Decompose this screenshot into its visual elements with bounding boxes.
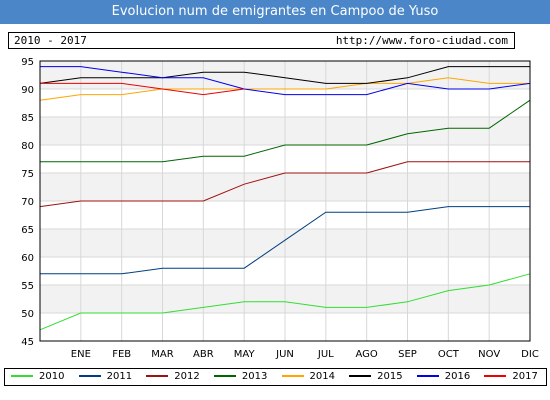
series-line-2011 [40,206,530,275]
y-tick-label: 85 [21,113,34,124]
x-tick-label: DIC [521,349,539,360]
legend-item-2013: 2013 [213,369,268,385]
legend-label: 2015 [377,371,403,382]
x-tick-label: JUL [317,349,334,360]
legend-label: 2012 [174,371,200,382]
x-tick-label: FEB [112,349,131,360]
series-line-2012 [39,161,530,208]
y-tick-label: 45 [21,337,34,348]
legend-swatch [484,375,507,377]
series-line-2010 [39,273,531,331]
legend-label: 2013 [241,371,268,382]
legend-label: 2017 [512,371,538,382]
legend-swatch [349,375,372,377]
series-line-2013 [40,99,531,163]
legend-item-2017: 2017 [484,369,538,385]
x-tick-label: JUN [275,349,294,360]
x-tick-label: MAY [234,349,256,360]
y-tick-label: 70 [21,197,34,208]
legend-swatch [416,375,439,377]
y-tick-label: 65 [21,225,34,236]
y-tick-label: 55 [21,281,34,292]
y-tick-label: 95 [21,57,34,68]
chart-title: Evolucion num de emigrantes en Campoo de… [0,0,550,24]
legend-label: 2016 [444,371,471,382]
legend-label: 2011 [106,371,133,382]
legend-item-2012: 2012 [146,369,200,385]
legend-item-2015: 2015 [349,369,403,385]
x-tick-label: NOV [478,349,500,360]
plot-frame [39,60,531,342]
y-tick-label: 50 [21,309,34,320]
x-tick-label: MAR [151,349,173,360]
legend-item-2011: 2011 [78,369,133,385]
series-line-2014 [39,77,530,101]
legend-swatch [11,375,33,377]
x-tick-label: OCT [438,349,460,360]
series-line-2017 [40,82,245,96]
y-tick-labels: 45 50 55 60 65 70 75 80 85 90 95 [21,57,34,348]
series-line-2015 [39,66,530,84]
info-bar: 2010 - 2017 http://www.foro-ciudad.com [8,32,515,49]
source-url: http://www.foro-ciudad.com [335,34,508,47]
legend-swatch [281,375,304,377]
series-lines [39,66,531,331]
y-tick-label: 60 [21,253,34,264]
x-tick-label: ENE [71,349,91,360]
y-tick-label: 75 [21,169,34,180]
x-tick-label: ABR [193,349,214,360]
legend-swatch [78,375,101,377]
legend-swatch [146,375,169,377]
series-line-2016 [40,66,531,96]
period-label: 2010 - 2017 [14,34,87,47]
y-tick-label: 80 [21,141,34,152]
legend-item-2016: 2016 [416,369,471,385]
x-tick-label: AGO [356,349,378,360]
legend: 2010 2011 2012 2013 2014 2015 2016 2017 [4,368,547,386]
x-tick-labels: ENE FEB MAR ABR MAY JUN JUL AGO SEP OCT NOV DIC [71,349,539,360]
x-tick-label: SEP [398,349,417,360]
legend-label: 2010 [39,371,65,382]
legend-item-2010: 2010 [11,369,64,385]
legend-swatch [213,375,236,377]
legend-label: 2014 [309,371,335,382]
legend-item-2014: 2014 [281,369,335,385]
y-tick-label: 90 [21,85,34,96]
